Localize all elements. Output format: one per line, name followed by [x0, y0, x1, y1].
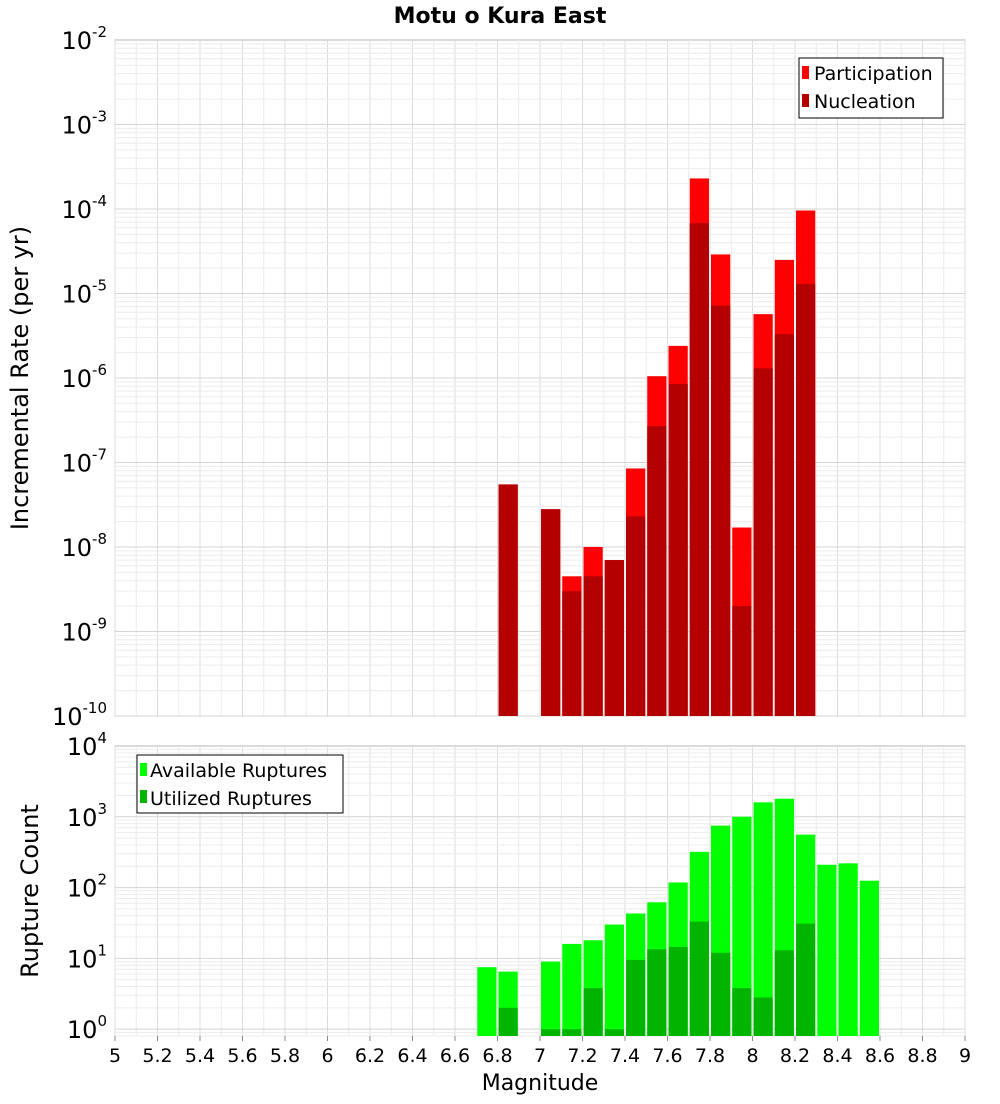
- x-tick-label: 8: [746, 1045, 758, 1067]
- legend-swatch-participation: [802, 66, 809, 79]
- bar-nucleation: [498, 484, 518, 716]
- x-tick-label: 7.4: [610, 1045, 640, 1067]
- y-tick-label: 10-3: [61, 108, 107, 140]
- bar-nucleation: [689, 223, 709, 716]
- x-tick-labels: 5 5.2 5.4 5.6 5.8 6 6.2 6.4 6.6 6.8 7 7.2 7.4 7.6 7.8 8…: [109, 1036, 971, 1067]
- count-panel: 100 101 102 103 104 5 5.2 5.4 5.6 5.8 6 6.2 6.4 6.6 6…: [16, 729, 971, 1096]
- bar-nucleation: [562, 591, 582, 716]
- x-tick-label: 8.2: [780, 1045, 810, 1067]
- count-legend: Available Ruptures Utilized Ruptures: [136, 754, 344, 814]
- bar-utilized-ruptures: [647, 949, 667, 1036]
- y-tick-label: 10-9: [61, 615, 107, 647]
- x-tick-label: 8.8: [907, 1045, 937, 1067]
- bar-available-ruptures: [732, 816, 752, 1036]
- legend-swatch-available: [140, 763, 147, 776]
- chart-title: Motu o Kura East: [394, 4, 607, 29]
- x-tick-label: 6.6: [440, 1045, 470, 1067]
- x-tick-label: 7.2: [567, 1045, 597, 1067]
- bar-utilized-ruptures: [774, 950, 794, 1036]
- bar-utilized-ruptures: [711, 952, 731, 1036]
- bar-nucleation: [626, 516, 646, 716]
- x-tick-label: 8.6: [865, 1045, 895, 1067]
- x-tick-label: 6.4: [397, 1045, 427, 1067]
- bar-available-ruptures: [817, 864, 837, 1036]
- rate-gridlines: [114, 40, 966, 717]
- x-tick-label: 7.8: [695, 1045, 725, 1067]
- bar-nucleation: [753, 368, 773, 716]
- x-tick-label: 8.4: [822, 1045, 852, 1067]
- bar-utilized-ruptures: [562, 1029, 582, 1036]
- y-tick-label: 10-2: [61, 23, 107, 55]
- legend-label-available: Available Ruptures: [150, 760, 327, 782]
- x-tick-label: 5.2: [142, 1045, 172, 1067]
- bar-utilized-ruptures: [604, 1029, 624, 1036]
- bar-utilized-ruptures: [498, 1007, 518, 1036]
- bar-utilized-ruptures: [753, 997, 773, 1036]
- bar-nucleation: [774, 334, 794, 716]
- y-tick-label: 10-4: [61, 192, 107, 224]
- bar-utilized-ruptures: [626, 959, 646, 1036]
- rate-y-axis-label: Incremental Rate (per yr): [6, 226, 34, 530]
- rate-legend-box: [798, 57, 944, 119]
- bar-available-ruptures: [541, 961, 561, 1036]
- bar-nucleation: [796, 283, 816, 716]
- y-tick-label: 10-10: [52, 699, 107, 731]
- count-y-axis-label: Rupture Count: [16, 804, 44, 978]
- rate-y-tick-labels: 10-10 10-9 10-8 10-7 10-6 10-5 10-4 10-3 10-2: [52, 23, 107, 731]
- rate-panel: 10-10 10-9 10-8 10-7 10-6 10-5 10-4 10-3 10-2 In…: [6, 23, 966, 731]
- x-tick-label: 5.6: [227, 1045, 257, 1067]
- x-tick-label: 7: [534, 1045, 546, 1067]
- bar-utilized-ruptures: [796, 923, 816, 1036]
- x-tick-label: 7.6: [652, 1045, 682, 1067]
- bar-available-ruptures: [838, 863, 858, 1036]
- rate-bars: [498, 178, 816, 717]
- y-tick-label: 10-6: [61, 361, 107, 393]
- bar-utilized-ruptures: [732, 988, 752, 1036]
- legend-label-nucleation: Nucleation: [814, 91, 916, 113]
- bar-utilized-ruptures: [689, 921, 709, 1036]
- count-legend-box: [136, 754, 344, 814]
- bar-nucleation: [711, 305, 731, 716]
- bar-utilized-ruptures: [541, 1029, 561, 1036]
- bar-nucleation: [604, 560, 624, 716]
- legend-label-utilized: Utilized Ruptures: [150, 788, 312, 810]
- x-tick-label: 5.8: [270, 1045, 300, 1067]
- y-tick-label: 102: [67, 871, 107, 903]
- bar-nucleation: [668, 383, 688, 716]
- bar-available-ruptures: [477, 967, 497, 1036]
- rate-legend: Participation Nucleation: [798, 57, 944, 119]
- bar-nucleation: [541, 509, 561, 716]
- x-tick-label: 6.2: [355, 1045, 385, 1067]
- x-tick-label: 9: [959, 1045, 971, 1067]
- count-bars: [477, 798, 879, 1036]
- y-tick-label: 101: [67, 941, 107, 973]
- bar-utilized-ruptures: [668, 946, 688, 1036]
- bar-utilized-ruptures: [583, 988, 603, 1036]
- legend-swatch-utilized: [140, 790, 147, 803]
- bar-available-ruptures: [562, 943, 582, 1036]
- y-tick-label: 10-8: [61, 530, 107, 562]
- x-tick-label: 6.8: [482, 1045, 512, 1067]
- y-tick-label: 10-5: [61, 277, 107, 309]
- y-tick-label: 104: [67, 729, 107, 761]
- legend-label-participation: Participation: [814, 63, 933, 85]
- y-tick-label: 103: [67, 800, 107, 832]
- y-tick-label: 10-7: [61, 446, 107, 478]
- bar-available-ruptures: [604, 924, 624, 1036]
- bar-nucleation: [732, 606, 752, 716]
- x-tick-label: 5.4: [185, 1045, 215, 1067]
- x-axis-label: Magnitude: [482, 1071, 599, 1096]
- bar-nucleation: [647, 426, 667, 716]
- legend-swatch-nucleation: [802, 94, 809, 107]
- bar-nucleation: [583, 576, 603, 716]
- x-tick-label: 5: [109, 1045, 121, 1067]
- bar-available-ruptures: [753, 802, 773, 1036]
- y-tick-label: 100: [67, 1012, 107, 1044]
- count-y-tick-labels: 100 101 102 103 104: [67, 729, 107, 1044]
- x-tick-label: 6: [321, 1045, 333, 1067]
- bar-available-ruptures: [859, 880, 879, 1036]
